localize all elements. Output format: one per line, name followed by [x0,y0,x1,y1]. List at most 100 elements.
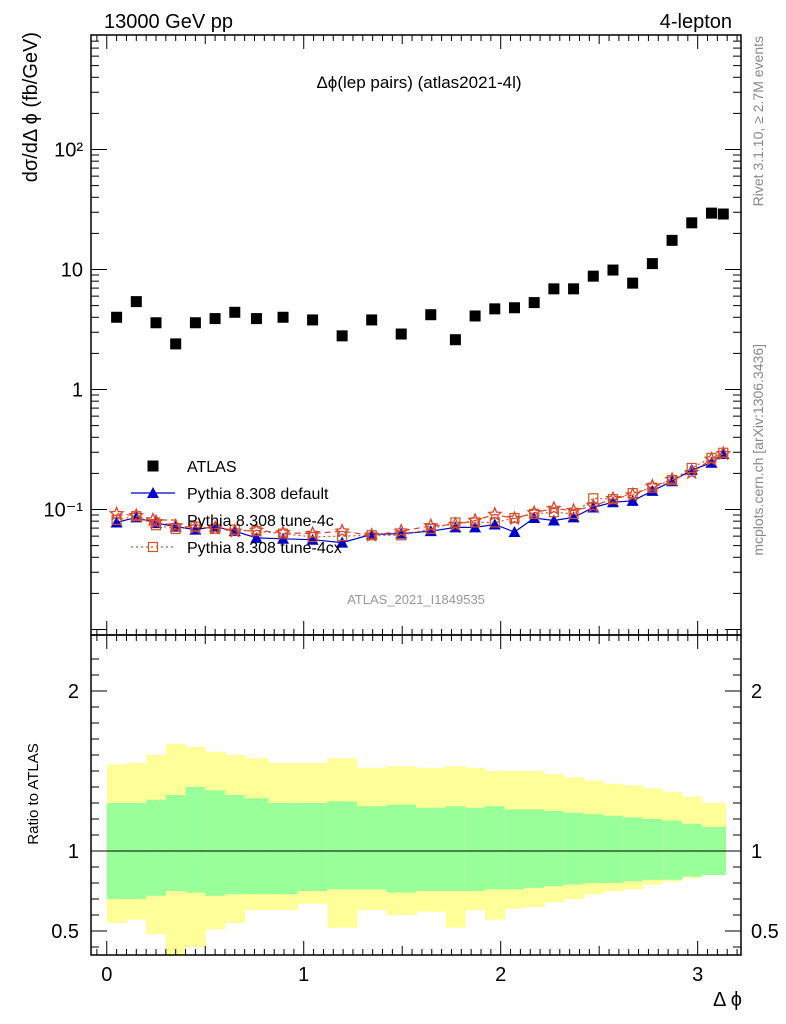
legend-label: Pythia 8.308 tune-4c [187,513,334,530]
data-point [277,311,289,323]
legend-entry: Pythia 8.308 tune-4cx [131,540,342,557]
inner-band-bin [356,806,387,890]
data-point [366,314,378,326]
data-point [334,523,350,538]
axis-ticks: 0 1 2 3 10⁻¹ 1 10 10² 0.5 0.5 1 1 2 2 [44,34,779,986]
data-point [307,531,318,543]
data-point [646,258,658,270]
legend: ATLAS Pythia 8.308 default Pythia 8.308 tu… [131,459,342,557]
mcplots-label: mcplots.cern.ch [arXiv:1306.3436] [750,344,766,556]
x-tick-label: 0 [101,964,112,986]
data-point [209,523,221,534]
legend-label: Pythia 8.308 tune-4cx [187,540,342,557]
data-point [336,536,349,548]
y-axis-label: dσ/dΔ ϕ (fb/GeV) [20,32,42,182]
analysis-id: ATLAS_2021_I1849535 [347,592,485,607]
ratio-tick-label-right: 2 [751,681,762,703]
data-point [528,297,540,309]
inner-band-bin [681,823,703,877]
data-point [395,328,407,340]
ratio-tick-label-left: 1 [68,841,79,863]
legend-entry: Pythia 8.308 default [131,486,329,503]
data-point [646,484,659,496]
data-point [131,511,142,522]
data-point [529,508,540,519]
data-point [450,517,461,528]
data-point [304,525,321,541]
inner-band-bin [165,795,187,891]
data-point [277,528,289,539]
data-point [111,514,122,525]
inner-band-bin [544,811,565,887]
data-point [489,517,500,528]
inner-band-bin [603,815,624,883]
data-point [209,313,221,325]
legend-label: ATLAS [187,459,237,476]
data-point [170,523,181,534]
data-point [548,507,559,518]
inner-band-bin [224,795,246,895]
inner-band-bin [504,809,525,890]
axes-frames [90,34,742,956]
data-point [509,512,520,524]
inner-band-bin [465,807,486,891]
inner-band-bin [386,804,417,893]
data-point [150,317,162,329]
inner-band-bin [642,819,663,880]
data-point [189,317,201,329]
inner-band-bin [662,820,683,880]
ratio-uncertainty-bands [91,743,741,955]
rivet-label: Rivet 3.1.10, ≥ 2.7M events [750,36,766,206]
data-point [229,524,240,535]
data-point [565,502,582,518]
data-point [686,217,698,229]
data-point [145,511,161,527]
data-point [717,208,729,220]
data-point [111,311,123,323]
data-point [307,314,319,326]
data-point [229,306,241,318]
data-point [587,270,599,282]
data-point [508,302,520,314]
inner-band-bin [185,787,206,893]
data-point [250,313,262,325]
header-right: 4-lepton [660,11,732,33]
series-line [116,452,724,538]
y-tick-label: 10² [54,140,83,162]
data-point [449,334,461,346]
x-tick-label: 3 [692,964,703,986]
data-point [585,497,602,513]
data-point [425,523,436,534]
inner-band-bin [583,814,604,883]
y-tick-label: 10⁻¹ [44,500,84,522]
series-atlas [111,207,729,350]
inner-band-bin [416,807,447,891]
series-pythia-8-308-tune-4cx [111,447,729,543]
ratio-tick-label-right: 1 [751,841,762,863]
data-point [705,207,717,219]
data-point [486,506,503,522]
data-point [588,493,599,504]
data-point [469,310,481,322]
inner-band-bin [244,798,269,895]
y-tick-label: 10 [61,260,83,282]
inner-band-bin [622,817,644,882]
inner-band-bin [524,809,545,888]
inner-band-bin [205,790,226,896]
data-point [686,462,697,474]
data-point [567,511,580,523]
data-point [130,296,142,308]
data-point [647,482,658,493]
data-point [393,523,409,538]
data-point [568,283,580,295]
data-point [627,277,639,289]
inner-band-bin [484,806,506,890]
data-point [469,517,481,528]
data-point [508,525,521,537]
data-point [337,531,348,542]
data-point [336,330,348,342]
legend-label: Pythia 8.308 default [187,486,329,503]
data-point [489,303,501,315]
ratio-y-axis-label: Ratio to ATLAS [25,743,42,844]
